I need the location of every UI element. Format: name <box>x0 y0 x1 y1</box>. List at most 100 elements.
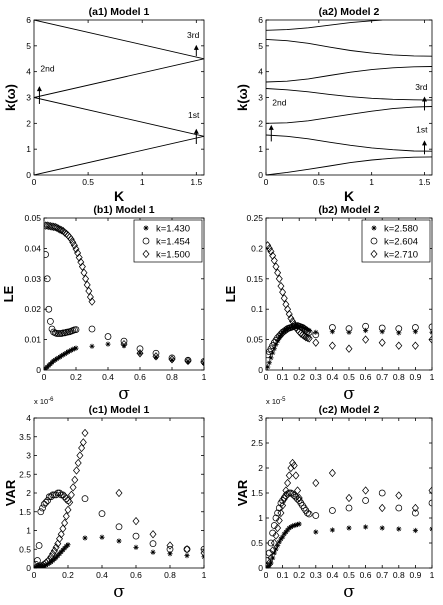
data-point-circle <box>428 499 432 507</box>
data-point-star <box>59 353 65 359</box>
data-point-diamond <box>290 461 298 470</box>
data-point-star <box>270 555 276 561</box>
legend-marker-diamond <box>142 249 150 259</box>
data-point-circle <box>39 504 46 512</box>
data-point-star <box>266 360 272 366</box>
data-point-star <box>105 341 111 347</box>
data-point-circle <box>40 500 48 508</box>
data-point-diamond <box>44 557 52 566</box>
data-point-circle <box>305 510 313 518</box>
annotation-3rd: 3rd <box>187 30 200 57</box>
data-layer <box>266 458 432 568</box>
data-point-star <box>116 538 122 544</box>
panel-c1: (c1) Model 1 0 0.2 0.4 0.6 0.8 1 0 0.5 1 1.5 2 2.5 3 3… <box>3 397 207 602</box>
data-layer <box>34 428 204 568</box>
x-axis-label: K <box>344 188 354 204</box>
annotation-2nd: 2nd <box>268 97 287 142</box>
data-point-star <box>276 335 282 341</box>
data-point-diamond <box>267 553 275 563</box>
x-tick-label: 0.7 <box>376 372 388 382</box>
data-point-diamond <box>428 335 432 344</box>
y-axis-label: VAR <box>3 479 18 506</box>
y-axis-label: LE <box>223 285 238 302</box>
x-tick-label: 0.3 <box>310 570 322 580</box>
y-tick-label: 0.1 <box>251 304 263 314</box>
chart-title: (c2) Model 2 <box>319 404 380 416</box>
data-point-star <box>363 524 369 530</box>
data-point-circle <box>149 540 157 547</box>
data-point-diamond <box>77 257 85 267</box>
data-point-star <box>266 364 271 370</box>
x-tick-label: 1 <box>430 372 435 382</box>
data-point-diamond <box>152 352 160 361</box>
y-tick-label: 2 <box>26 118 31 128</box>
data-point-star <box>184 553 190 559</box>
data-point-star <box>429 329 432 335</box>
x-tick-label: 0.5 <box>82 177 94 187</box>
data-point-diamond <box>78 262 86 271</box>
y-axis-label: k(ω) <box>235 84 250 111</box>
chart-title: (a2) Model 2 <box>319 6 380 18</box>
data-point-diamond <box>428 486 432 495</box>
data-point-diamond <box>79 438 87 447</box>
y-tick-label: 0 <box>36 365 41 375</box>
data-point-diamond <box>312 478 320 488</box>
data-point-star <box>286 325 292 331</box>
data-point-star <box>429 526 432 532</box>
data-point-diamond <box>280 493 288 503</box>
data-point-circle <box>183 545 191 553</box>
data-point-diamond <box>78 443 86 453</box>
data-point-star <box>273 341 279 348</box>
data-point-circle <box>115 523 123 531</box>
x-tick-label: 0.8 <box>393 570 405 580</box>
chart-title: (c1) Model 1 <box>89 404 150 416</box>
data-point-diamond <box>345 344 353 353</box>
chart-title: (b2) Model 2 <box>318 204 379 216</box>
x-tick-label: 1 <box>140 177 145 187</box>
legend-marker-diamond <box>370 249 378 259</box>
data-point-circle <box>428 323 432 331</box>
series-line-3 <box>34 58 204 98</box>
y-tick-label: 6 <box>26 15 31 25</box>
data-point-diamond <box>297 329 305 338</box>
data-point-diamond <box>86 292 94 302</box>
data-layer <box>266 20 432 175</box>
y-tick-label: 0.5 <box>251 538 263 548</box>
data-layer <box>44 221 204 370</box>
scale-factor-label: x 10-5 <box>266 397 286 406</box>
y-tick-label: 2 <box>258 463 263 473</box>
y-tick-label: 0.25 <box>246 213 263 223</box>
data-point-diamond <box>80 268 88 277</box>
data-point-diamond <box>37 561 45 568</box>
data-point-circle <box>272 514 280 522</box>
data-point-star <box>412 527 418 534</box>
annotation-2nd: 2nd <box>36 64 55 104</box>
data-point-diamond <box>285 471 293 480</box>
data-point-star <box>396 526 402 532</box>
data-point-star <box>296 323 302 329</box>
x-tick-label: 0.2 <box>293 570 305 580</box>
annotation-label: 3rd <box>415 82 428 92</box>
data-point-diamond <box>272 262 280 271</box>
series-circle <box>266 322 432 359</box>
data-point-diamond <box>76 451 84 460</box>
data-point-star <box>284 326 291 332</box>
data-point-star <box>346 329 352 335</box>
y-axis-label: k(ω) <box>3 84 18 111</box>
x-axis-label: K <box>114 188 124 204</box>
data-point-star <box>301 325 307 331</box>
x-tick-label: 0.2 <box>70 372 82 382</box>
data-point-star <box>55 355 61 361</box>
data-point-star <box>299 324 306 331</box>
data-point-circle <box>378 324 386 332</box>
y-tick-label: 0.5 <box>19 544 31 554</box>
annotation-arrow-head <box>193 128 199 134</box>
annotation-label: 1st <box>416 124 428 134</box>
data-point-diamond <box>120 339 128 349</box>
annotation-label: 2nd <box>40 64 54 74</box>
series-star <box>44 341 204 370</box>
data-point-star <box>329 527 335 533</box>
y-axis-label: VAR <box>235 479 250 506</box>
data-point-star <box>278 332 284 338</box>
y-tick-label: 3.5 <box>19 432 31 442</box>
